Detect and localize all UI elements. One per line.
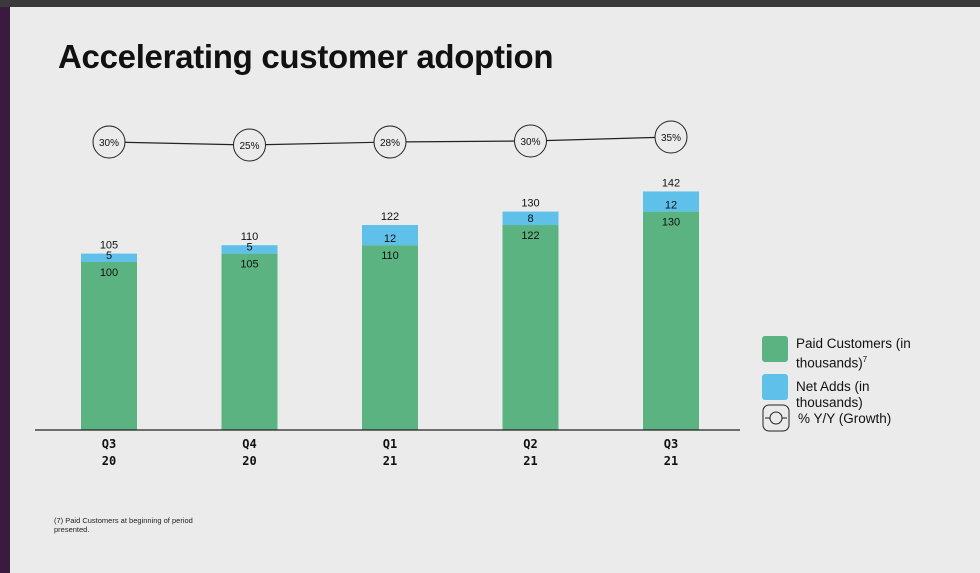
bar-paid bbox=[362, 245, 418, 430]
bar-paid bbox=[502, 225, 559, 430]
growth-label: 35% bbox=[661, 133, 681, 144]
data-label-total: 122 bbox=[381, 211, 399, 223]
growth-marker-icon bbox=[762, 404, 790, 432]
data-label-net-adds: 12 bbox=[384, 233, 396, 245]
data-label-total: 130 bbox=[521, 198, 539, 210]
footnote: (7) Paid Customers at beginning of perio… bbox=[54, 516, 193, 534]
legend-swatch-paid bbox=[762, 336, 788, 362]
legend-label-growth: % Y/Y (Growth) bbox=[798, 411, 892, 426]
data-label-paid: 110 bbox=[381, 250, 399, 262]
window-top-strip bbox=[0, 0, 980, 7]
growth-marker bbox=[514, 124, 547, 158]
data-label-paid: 100 bbox=[100, 267, 118, 279]
growth-marker bbox=[233, 128, 266, 162]
legend-label-paid: Paid Customers (in thousands) bbox=[796, 336, 911, 371]
data-label-net-adds: 8 bbox=[527, 213, 533, 225]
bar-net-adds bbox=[502, 211, 559, 226]
growth-label: 30% bbox=[99, 138, 119, 149]
x-tick-label-year: 21 bbox=[383, 454, 397, 468]
growth-marker bbox=[654, 120, 688, 154]
growth-label: 28% bbox=[380, 138, 400, 149]
x-tick-label-year: 21 bbox=[523, 454, 537, 468]
x-tick-label-quarter: Q1 bbox=[383, 437, 397, 451]
bar-net-adds bbox=[221, 245, 278, 254]
bar-paid bbox=[221, 253, 278, 430]
x-tick-label-year: 21 bbox=[664, 454, 678, 468]
x-tick-label-quarter: Q2 bbox=[523, 437, 537, 451]
growth-marker bbox=[92, 125, 126, 159]
bar-net-adds bbox=[362, 225, 418, 246]
slide-title: Accelerating customer adoption bbox=[58, 38, 554, 75]
legend-item-growth: % Y/Y (Growth) bbox=[762, 404, 938, 432]
data-label-paid: 130 bbox=[662, 217, 680, 229]
data-label-net-adds: 5 bbox=[246, 242, 252, 254]
legend-label-net: Net Adds (in thousands) bbox=[796, 379, 870, 410]
bar-net-adds bbox=[81, 253, 137, 262]
growth-marker bbox=[373, 125, 407, 159]
data-label-net-adds: 5 bbox=[106, 250, 112, 262]
data-label-total: 105 bbox=[100, 240, 118, 252]
x-tick-label-quarter: Q3 bbox=[664, 437, 678, 451]
slide-accent-strip bbox=[0, 7, 10, 573]
bar-paid bbox=[81, 262, 137, 430]
growth-label: 30% bbox=[520, 137, 540, 148]
data-label-net-adds: 12 bbox=[665, 200, 677, 212]
x-tick-label-year: 20 bbox=[102, 454, 116, 468]
legend-item-net: Net Adds (in thousands) bbox=[762, 374, 936, 411]
data-label-total: 110 bbox=[241, 231, 259, 243]
bar-net-adds bbox=[643, 191, 699, 212]
growth-label: 25% bbox=[239, 141, 259, 152]
data-label-total: 142 bbox=[662, 177, 680, 189]
bar-paid bbox=[643, 211, 699, 430]
legend-sup-paid: 7 bbox=[862, 355, 868, 364]
legend-swatch-net bbox=[762, 374, 788, 400]
slide-canvas bbox=[10, 7, 980, 573]
x-tick-label-quarter: Q4 bbox=[242, 437, 256, 451]
x-tick-label-year: 20 bbox=[242, 454, 256, 468]
legend-item-paid: Paid Customers (in thousands)7 bbox=[762, 336, 936, 372]
data-label-paid: 105 bbox=[240, 259, 258, 271]
data-label-paid: 122 bbox=[521, 230, 539, 242]
x-tick-label-quarter: Q3 bbox=[102, 437, 116, 451]
